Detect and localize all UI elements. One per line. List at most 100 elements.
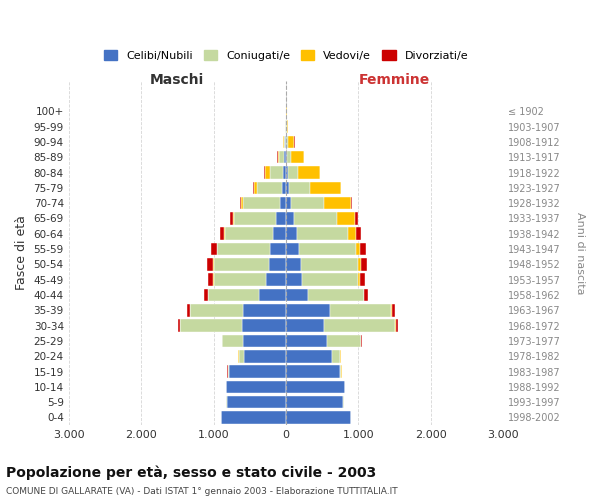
Bar (396, 320, 398, 332)
Bar (330, 304, 391, 316)
Bar (326, 334, 361, 347)
Bar (289, 182, 310, 194)
Bar (204, 288, 208, 302)
Bar (340, 366, 341, 378)
Bar (208, 288, 259, 302)
Bar (221, 411, 286, 424)
Bar (359, 243, 367, 256)
Bar (337, 212, 355, 224)
Bar (234, 212, 276, 224)
Bar (286, 350, 332, 362)
Bar (286, 166, 288, 179)
Bar (276, 212, 286, 224)
Bar (287, 151, 290, 164)
Bar (286, 334, 326, 347)
Bar (233, 212, 234, 224)
Bar (302, 274, 358, 286)
Bar (243, 197, 280, 209)
Bar (286, 288, 308, 302)
Bar (180, 320, 242, 332)
Bar (290, 151, 304, 164)
Bar (190, 304, 243, 316)
Bar (286, 228, 297, 240)
Bar (297, 228, 347, 240)
Text: Popolazione per età, sesso e stato civile - 2003: Popolazione per età, sesso e stato civil… (6, 465, 376, 479)
Legend: Celibi/Nubili, Coniugati/e, Vedovi/e, Divorziati/e: Celibi/Nubili, Coniugati/e, Vedovi/e, Di… (98, 45, 474, 66)
Bar (364, 288, 368, 302)
Bar (358, 258, 361, 270)
Bar (243, 334, 286, 347)
Bar (208, 274, 213, 286)
Bar (361, 258, 367, 270)
Bar (284, 151, 286, 164)
Bar (392, 304, 395, 316)
Bar (286, 197, 291, 209)
Bar (286, 243, 299, 256)
Bar (269, 258, 286, 270)
Bar (301, 258, 358, 270)
Y-axis label: Fasce di età: Fasce di età (15, 216, 28, 290)
Bar (257, 182, 281, 194)
Bar (220, 228, 224, 240)
Bar (227, 396, 286, 408)
Bar (286, 366, 340, 378)
Bar (217, 243, 270, 256)
Bar (350, 197, 352, 209)
Bar (308, 288, 364, 302)
Bar (225, 228, 272, 240)
Bar (278, 151, 280, 164)
Bar (280, 197, 286, 209)
Bar (299, 243, 356, 256)
Bar (242, 320, 286, 332)
Bar (291, 197, 325, 209)
Bar (286, 396, 343, 408)
Bar (244, 350, 286, 362)
Bar (284, 136, 286, 148)
Bar (356, 228, 361, 240)
Bar (272, 228, 286, 240)
Bar (286, 320, 323, 332)
Bar (281, 182, 286, 194)
Bar (187, 304, 190, 316)
Y-axis label: Anni di nascita: Anni di nascita (575, 212, 585, 294)
Bar (294, 212, 337, 224)
Bar (214, 274, 266, 286)
Bar (288, 166, 298, 179)
Bar (298, 166, 320, 179)
Bar (243, 304, 286, 316)
Bar (239, 350, 244, 362)
Text: Femmine: Femmine (359, 73, 430, 87)
Bar (178, 320, 180, 332)
Bar (287, 120, 289, 133)
Bar (286, 151, 287, 164)
Bar (270, 243, 286, 256)
Bar (286, 182, 289, 194)
Bar (229, 366, 286, 378)
Bar (286, 304, 330, 316)
Bar (286, 212, 294, 224)
Bar (355, 212, 358, 224)
Bar (270, 166, 283, 179)
Bar (286, 411, 350, 424)
Bar (266, 274, 286, 286)
Bar (286, 136, 288, 148)
Bar (259, 288, 286, 302)
Bar (226, 380, 286, 393)
Bar (347, 228, 356, 240)
Bar (286, 274, 302, 286)
Bar (222, 334, 243, 347)
Bar (310, 182, 341, 194)
Text: COMUNE DI GALLARATE (VA) - Dati ISTAT 1° gennaio 2003 - Elaborazione TUTTITALIA.: COMUNE DI GALLARATE (VA) - Dati ISTAT 1°… (6, 488, 398, 496)
Text: Maschi: Maschi (150, 73, 205, 87)
Bar (325, 197, 350, 209)
Bar (227, 366, 229, 378)
Bar (323, 320, 395, 332)
Bar (288, 136, 295, 148)
Bar (230, 212, 233, 224)
Bar (265, 166, 270, 179)
Bar (332, 350, 340, 362)
Bar (208, 258, 213, 270)
Bar (286, 380, 345, 393)
Bar (356, 243, 359, 256)
Bar (286, 258, 301, 270)
